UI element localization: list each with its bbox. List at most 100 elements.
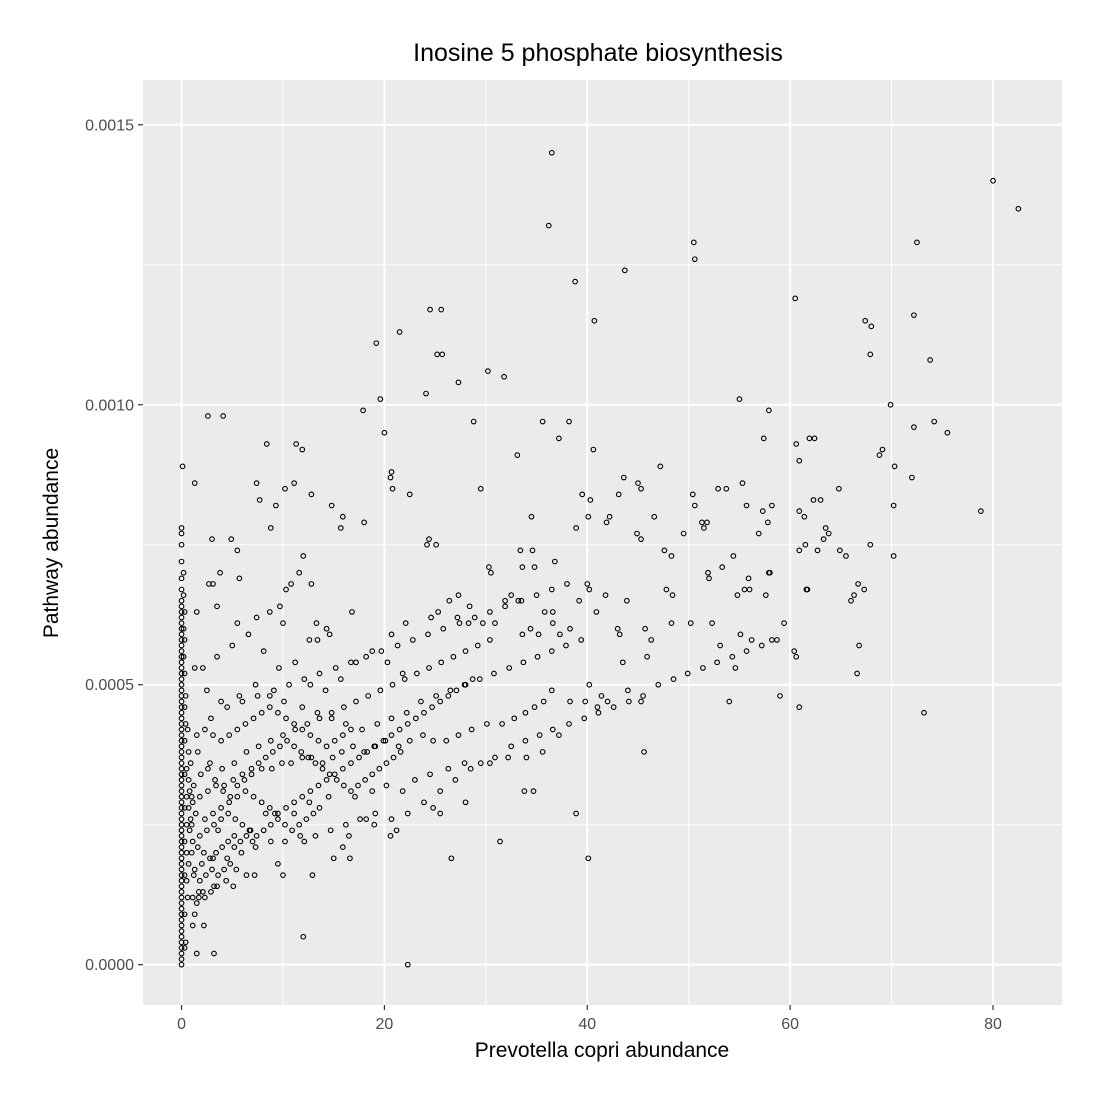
data-point [189,799,196,806]
data-point [249,838,256,845]
data-point [179,463,186,470]
data-point [530,788,537,794]
data-point [218,698,224,705]
data-point [529,547,536,554]
x-tick-label: 60 [781,1016,799,1033]
data-point [461,681,468,688]
data-point [178,670,185,677]
data-point [420,732,426,738]
data-point [196,833,203,839]
data-point [197,771,204,778]
data-point [499,721,505,727]
data-point [384,659,391,666]
data-point [178,861,185,867]
data-point [310,810,317,817]
data-point [281,698,287,705]
data-point [644,653,650,660]
x-tick-label: 40 [578,1016,596,1033]
data-point [209,866,215,873]
data-point [640,693,646,699]
data-point [470,418,477,425]
data-point [178,620,185,626]
data-point [181,771,188,778]
data-point [230,883,237,890]
data-point [590,446,597,453]
data-point [178,928,185,934]
data-point [732,665,739,671]
data-point [447,687,454,694]
data-point [231,760,238,766]
data-point [255,760,262,766]
data-point [404,810,411,817]
data-point [185,805,192,811]
data-point [178,737,185,744]
data-point [374,721,381,727]
data-point [307,732,314,738]
data-point [178,788,185,794]
data-point [191,480,198,486]
data-point [450,653,457,660]
data-point [242,721,249,727]
data-point [211,883,217,890]
data-point [487,760,493,766]
data-point [734,592,741,598]
data-point [187,816,194,822]
data-point [719,564,726,570]
data-point [228,536,235,542]
data-point [178,900,185,906]
data-point [573,525,579,531]
data-point [268,765,275,772]
data-point [178,709,185,716]
data-point [364,749,371,755]
x-tick-label: 80 [984,1016,1002,1033]
data-point [519,631,526,638]
data-point [339,765,346,772]
data-point [796,508,803,514]
data-point [388,732,395,738]
data-point [305,754,312,761]
data-point [437,698,444,705]
data-point [452,777,459,783]
data-point [195,889,202,895]
data-point [178,648,185,654]
data-point [245,631,252,638]
data-point [191,911,198,918]
data-point [635,480,641,486]
data-point [566,721,572,727]
data-point [291,743,297,750]
data-point [651,513,658,520]
data-point [856,642,862,649]
data-point [383,782,390,789]
data-point [402,620,409,626]
data-point [178,637,185,643]
y-tick-label: 0.0005 [85,677,134,694]
data-point [331,737,338,744]
data-point [556,732,562,738]
data-point [557,631,563,638]
data-point [578,637,585,643]
data-point [389,681,396,688]
data-point [182,693,189,699]
data-point [508,592,515,598]
data-point [266,609,273,615]
data-point [178,687,185,694]
data-point [219,844,225,850]
data-point [181,838,188,845]
data-point [185,777,192,783]
data-point [990,177,996,184]
data-point [505,754,512,761]
data-point [515,597,522,604]
data-point [876,452,883,459]
data-point [178,631,185,638]
data-point [207,855,213,862]
data-point [421,799,427,806]
data-point [178,911,185,918]
data-point [393,827,400,834]
data-point [625,687,631,694]
data-point [380,737,387,744]
data-point [670,676,677,682]
data-point [205,765,211,772]
data-point [684,670,691,677]
data-point [595,709,602,716]
data-point [669,592,676,598]
